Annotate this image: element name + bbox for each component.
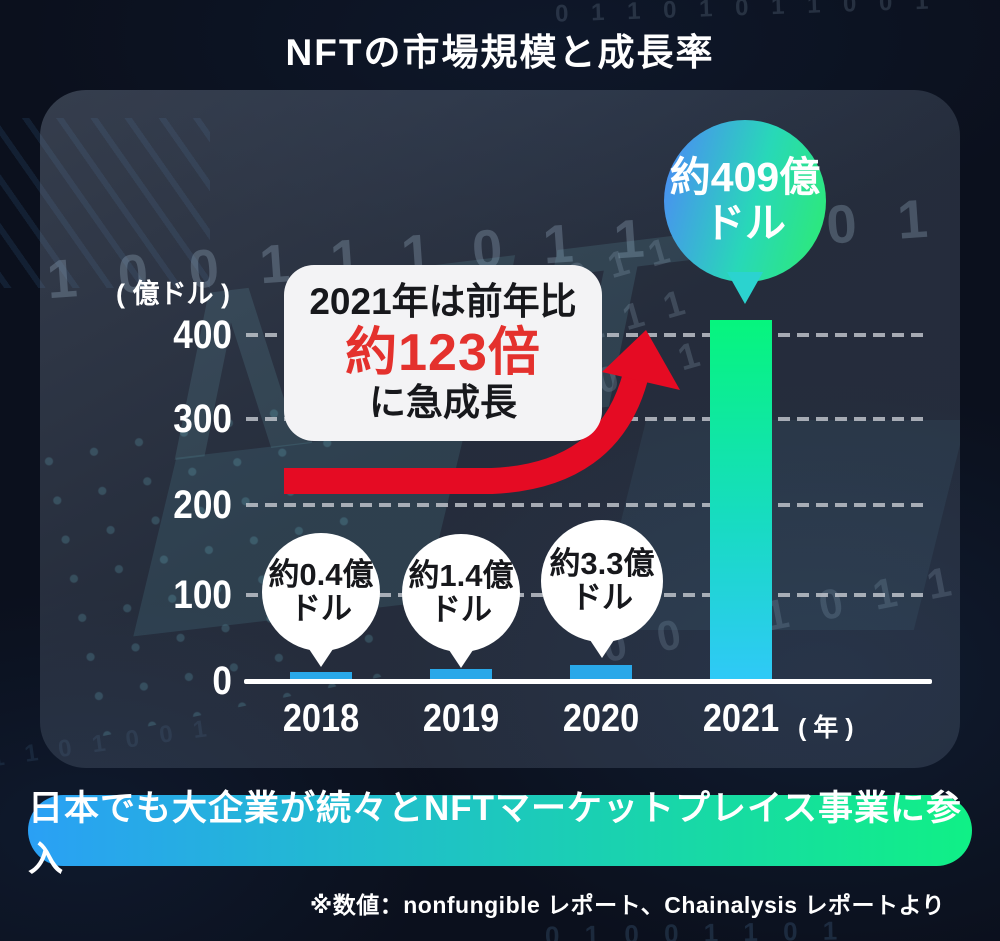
y-axis-unit-label: ( 億ドル ) xyxy=(116,279,230,309)
bar-2020 xyxy=(570,665,632,679)
value-bubble-2021: 約409億 ドル xyxy=(664,120,826,282)
bubble-2019-value: 約1.4億 xyxy=(408,557,514,593)
x-axis-line xyxy=(244,679,932,684)
bubble-2021-pointer xyxy=(727,272,763,304)
bubble-2018-value: 約0.4億 xyxy=(268,556,374,592)
bubble-2019-pointer xyxy=(445,644,477,668)
x-tick-2021: 2021 xyxy=(702,697,780,740)
bar-2018 xyxy=(290,672,352,679)
value-bubble-2018: 約0.4億 ドル xyxy=(262,533,380,651)
bar-2019 xyxy=(430,669,492,679)
value-bubble-2019: 約1.4億 ドル xyxy=(402,534,520,652)
x-axis-unit-label: ( 年 ) xyxy=(798,714,854,742)
x-tick-2018: 2018 xyxy=(282,697,360,740)
value-bubble-2020: 約3.3億 ドル xyxy=(541,520,663,642)
bubble-2021-unit: ドル xyxy=(704,200,786,246)
bar-2021 xyxy=(710,320,772,679)
x-tick-2019: 2019 xyxy=(422,697,500,740)
x-tick-2020: 2020 xyxy=(562,697,640,740)
growth-annotation-box: 2021年は前年比 約123倍 に急成長 xyxy=(284,265,602,441)
annotation-line3: に急成長 xyxy=(369,382,517,424)
bubble-2020-pointer xyxy=(586,634,618,658)
bottom-banner: 日本でも大企業が続々とNFTマーケットプレイス事業に参入 xyxy=(28,789,972,879)
y-tick-300: 300 xyxy=(173,397,232,441)
gridline-200 xyxy=(246,503,930,507)
y-tick-400: 400 xyxy=(173,313,232,357)
bubble-2019-unit: ドル xyxy=(430,592,492,627)
bubble-2018-pointer xyxy=(305,643,337,667)
annotation-line1: 2021年は前年比 xyxy=(309,281,577,323)
y-tick-200: 200 xyxy=(173,483,232,527)
bubble-2021-value: 約409億 xyxy=(669,154,821,201)
bubble-2018-unit: ドル xyxy=(290,591,352,626)
bubble-2020-unit: ドル xyxy=(571,580,633,615)
source-note: ※数値：nonfungible レポート、Chainalysis レポートより xyxy=(309,892,945,918)
annotation-highlight: 約123倍 xyxy=(345,323,541,382)
bubble-2020-value: 約3.3億 xyxy=(549,545,655,581)
page-title: NFTの市場規模と成長率 xyxy=(285,32,715,73)
y-tick-100: 100 xyxy=(173,573,232,617)
banner-text: 日本でも大企業が続々とNFTマーケットプレイス事業に参入 xyxy=(28,788,962,879)
y-tick-0: 0 xyxy=(212,659,232,703)
